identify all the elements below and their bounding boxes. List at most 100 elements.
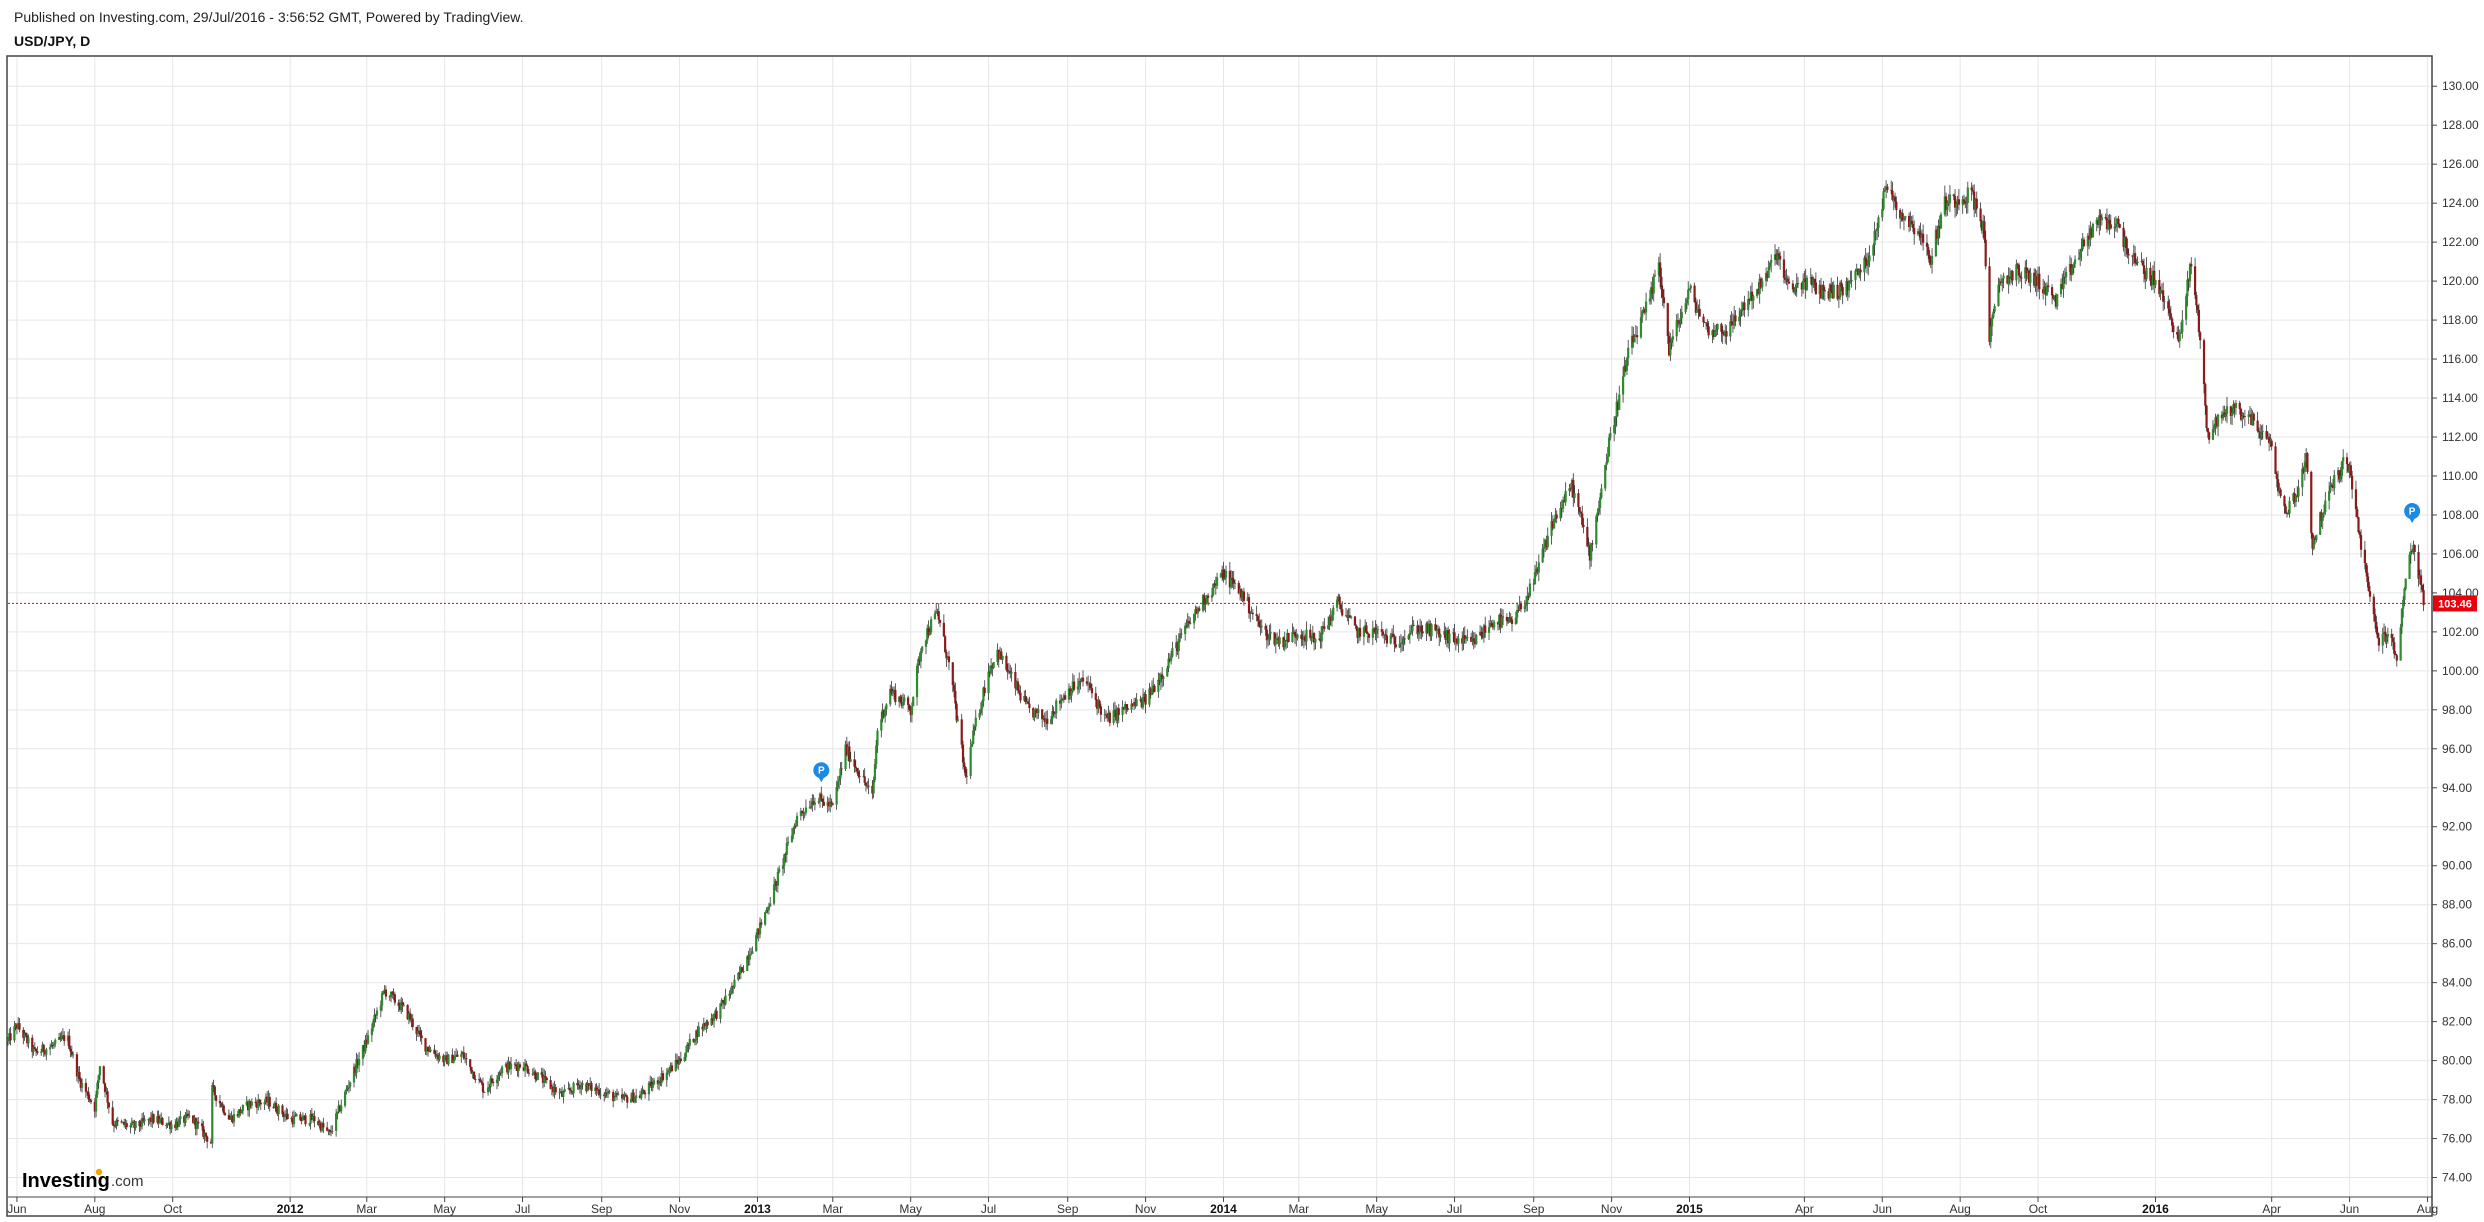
candle-body[interactable] <box>2017 264 2020 276</box>
candle-body[interactable] <box>668 1069 671 1071</box>
candle-body[interactable] <box>1501 616 1505 618</box>
candle-body[interactable] <box>1536 568 1539 573</box>
candle-body[interactable] <box>2367 581 2370 592</box>
candle-body[interactable] <box>891 691 894 694</box>
candle-body[interactable] <box>1221 569 1224 574</box>
candle-body[interactable] <box>1641 311 1644 318</box>
candle-body[interactable] <box>2089 228 2092 240</box>
candle-body[interactable] <box>1885 186 1888 190</box>
candle-body[interactable] <box>2011 271 2014 281</box>
candle-body[interactable] <box>1696 309 1699 313</box>
candle-body[interactable] <box>589 1083 592 1087</box>
candle-body[interactable] <box>2278 489 2281 492</box>
candle-body[interactable] <box>595 1087 598 1091</box>
candle-body[interactable] <box>1099 706 1103 715</box>
candle-body[interactable] <box>901 701 905 706</box>
candle-body[interactable] <box>1214 583 1217 586</box>
candle-body[interactable] <box>1411 625 1414 632</box>
candle-body[interactable] <box>1466 636 1469 639</box>
candle-body[interactable] <box>712 1013 716 1021</box>
candle-body[interactable] <box>1481 635 1484 638</box>
candle-body[interactable] <box>562 1091 565 1097</box>
candle-body[interactable] <box>2384 631 2387 642</box>
candle-body[interactable] <box>1286 632 1289 641</box>
candle-body[interactable] <box>1651 287 1654 294</box>
candle-body[interactable] <box>1175 642 1178 649</box>
candle-body[interactable] <box>156 1116 159 1123</box>
candle-body[interactable] <box>739 967 742 974</box>
candle-body[interactable] <box>1868 255 1871 262</box>
candle-body[interactable] <box>1850 279 1853 281</box>
candle-body[interactable] <box>1454 638 1457 643</box>
candle-body[interactable] <box>822 801 825 806</box>
candle-body[interactable] <box>1849 280 1852 282</box>
candle-body[interactable] <box>2363 549 2366 564</box>
candle-body[interactable] <box>594 1087 597 1091</box>
candle-body[interactable] <box>1909 220 1912 228</box>
candle-body[interactable] <box>818 793 822 802</box>
candle-body[interactable] <box>665 1072 668 1081</box>
candle-body[interactable] <box>1069 688 1072 696</box>
candle-body[interactable] <box>981 701 984 709</box>
candle-body[interactable] <box>27 1037 30 1044</box>
candle-body[interactable] <box>1779 255 1782 260</box>
candle-body[interactable] <box>1606 456 1609 463</box>
candle-body[interactable] <box>157 1116 160 1123</box>
candle-body[interactable] <box>1711 330 1714 336</box>
candle-body[interactable] <box>246 1101 250 1111</box>
candle-body[interactable] <box>684 1052 688 1057</box>
candle-body[interactable] <box>1671 336 1674 340</box>
candle-body[interactable] <box>75 1054 79 1077</box>
candle-body[interactable] <box>2417 551 2420 579</box>
candle-body[interactable] <box>2024 267 2027 279</box>
candle-body[interactable] <box>2338 470 2341 480</box>
candle-body[interactable] <box>1104 714 1108 716</box>
candle-body[interactable] <box>1338 596 1341 605</box>
candle-body[interactable] <box>1418 625 1422 633</box>
candle-body[interactable] <box>89 1100 93 1102</box>
candle-body[interactable] <box>2153 270 2156 286</box>
candle-body[interactable] <box>1989 326 1992 343</box>
candle-body[interactable] <box>1992 311 1995 318</box>
candle-body[interactable] <box>2269 440 2272 444</box>
candle-body[interactable] <box>1247 597 1251 614</box>
candle-body[interactable] <box>1448 633 1451 644</box>
candle-body[interactable] <box>409 1013 412 1021</box>
candle-body[interactable] <box>661 1073 665 1081</box>
candle-body[interactable] <box>1904 215 1907 219</box>
candle-body[interactable] <box>106 1091 109 1103</box>
candle-body[interactable] <box>2133 253 2137 263</box>
candle-body[interactable] <box>1990 317 1994 327</box>
candle-body[interactable] <box>103 1083 107 1093</box>
candle-body[interactable] <box>1819 284 1823 299</box>
candle-body[interactable] <box>68 1035 71 1049</box>
candle-body[interactable] <box>356 1058 359 1066</box>
candle-body[interactable] <box>60 1036 63 1040</box>
candle-body[interactable] <box>2333 475 2336 488</box>
candle-body[interactable] <box>186 1113 190 1117</box>
candle-body[interactable] <box>329 1131 333 1133</box>
candle-body[interactable] <box>1957 199 1960 205</box>
candle-body[interactable] <box>541 1074 545 1083</box>
candle-body[interactable] <box>2073 259 2077 264</box>
candle-body[interactable] <box>1224 570 1228 578</box>
candle-body[interactable] <box>561 1091 564 1097</box>
candle-body[interactable] <box>1421 631 1424 634</box>
candle-body[interactable] <box>2382 631 2386 634</box>
candle-body[interactable] <box>2172 325 2175 333</box>
candle-body[interactable] <box>1974 198 1977 210</box>
candle-body[interactable] <box>301 1115 305 1121</box>
candle-body[interactable] <box>622 1096 625 1099</box>
candle-body[interactable] <box>2015 264 2018 281</box>
candle-body[interactable] <box>2036 273 2040 287</box>
candle-body[interactable] <box>327 1130 330 1131</box>
candle-body[interactable] <box>213 1086 216 1096</box>
candle-body[interactable] <box>1318 638 1321 640</box>
candle-body[interactable] <box>1998 281 2001 285</box>
candle-body[interactable] <box>335 1113 338 1131</box>
candle-body[interactable] <box>123 1121 126 1126</box>
candle-body[interactable] <box>1739 311 1742 317</box>
candle-body[interactable] <box>2071 267 2074 276</box>
candle-body[interactable] <box>571 1091 574 1094</box>
candle-body[interactable] <box>2402 599 2405 609</box>
